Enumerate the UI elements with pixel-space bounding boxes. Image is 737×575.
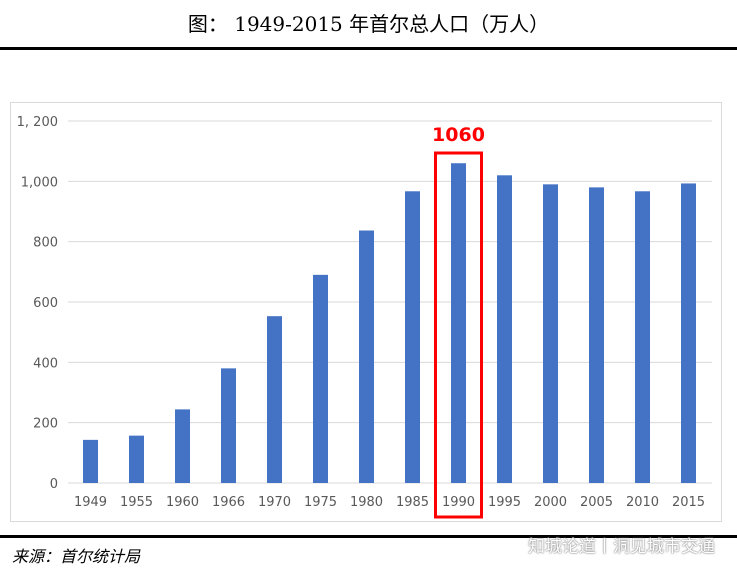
top-rule bbox=[0, 47, 737, 50]
chart-title: 图： 1949-2015 年首尔总人口（万人） bbox=[187, 12, 550, 36]
x-tick-label: 1960 bbox=[166, 495, 199, 510]
highlight-label: 1060 bbox=[432, 124, 485, 146]
x-tick-label: 2005 bbox=[580, 495, 613, 510]
x-tick-label: 1955 bbox=[120, 495, 153, 510]
y-tick-label: 800 bbox=[33, 236, 58, 251]
y-tick-label: 1,000 bbox=[21, 175, 58, 190]
y-tick-label: 400 bbox=[33, 356, 58, 371]
source-note: 来源：首尔统计局 bbox=[12, 547, 141, 566]
bar-1949 bbox=[83, 439, 98, 483]
watermark: 知城论道丨洞见城市交通 bbox=[528, 537, 715, 557]
bar-1970 bbox=[267, 316, 282, 483]
bar-2005 bbox=[589, 187, 604, 483]
y-tick-label: 600 bbox=[33, 296, 58, 311]
bar-2000 bbox=[543, 184, 558, 483]
bar-1980 bbox=[359, 230, 374, 483]
highlight-box bbox=[434, 151, 483, 519]
x-tick-label: 2015 bbox=[672, 495, 705, 510]
bottom-rule bbox=[0, 535, 737, 538]
x-tick-label: 1966 bbox=[212, 495, 245, 510]
bar-1985 bbox=[405, 191, 420, 483]
x-tick-label: 2000 bbox=[534, 495, 567, 510]
y-tick-label: 200 bbox=[33, 417, 58, 432]
y-tick-label: 0 bbox=[50, 477, 58, 492]
bar-2015 bbox=[681, 183, 696, 483]
bar-1966 bbox=[221, 368, 236, 483]
bar-1975 bbox=[313, 274, 328, 483]
x-tick-label: 1985 bbox=[396, 495, 429, 510]
x-tick-label: 1970 bbox=[258, 495, 291, 510]
x-tick-label: 1995 bbox=[488, 495, 521, 510]
x-tick-label: 1949 bbox=[74, 495, 107, 510]
bar-1955 bbox=[129, 435, 144, 483]
x-tick-label: 1980 bbox=[350, 495, 383, 510]
bar-1990 bbox=[451, 163, 466, 483]
bar-1960 bbox=[175, 409, 190, 483]
x-tick-label: 1975 bbox=[304, 495, 337, 510]
x-tick-label: 1990 bbox=[442, 495, 475, 510]
y-tick-label: 1, 200 bbox=[17, 115, 58, 130]
x-tick-label: 2010 bbox=[626, 495, 659, 510]
bar-2010 bbox=[635, 191, 650, 483]
bar-1995 bbox=[497, 175, 512, 484]
chart-frame bbox=[10, 102, 722, 522]
